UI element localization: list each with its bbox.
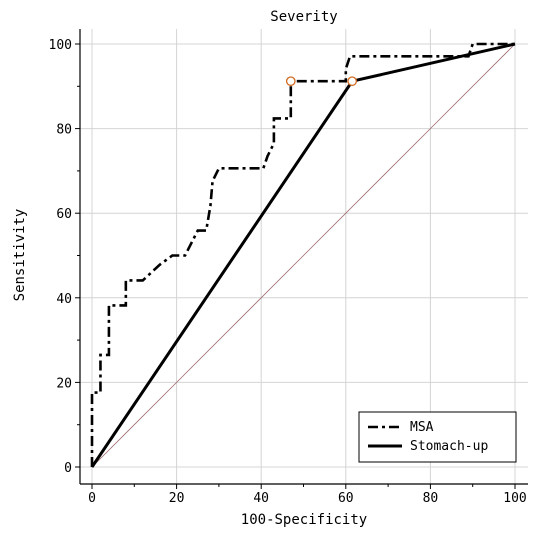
legend-label-stomach-up: Stomach-up bbox=[410, 439, 488, 454]
marker-layer bbox=[285, 76, 357, 87]
tick-labels: 0 20 40 60 80 100 0 20 40 60 80 100 bbox=[49, 38, 527, 506]
chart-title: Severity bbox=[270, 9, 337, 25]
axes bbox=[75, 29, 528, 489]
x-tick-label: 40 bbox=[253, 491, 269, 506]
y-tick-label: 40 bbox=[56, 292, 72, 307]
diagonal-line bbox=[91, 43, 516, 468]
x-tick-label: 0 bbox=[88, 491, 96, 506]
x-axis-label: 100-Specificity bbox=[241, 512, 367, 528]
x-tick-label: 80 bbox=[423, 491, 439, 506]
grid bbox=[80, 29, 528, 484]
legend: MSA Stomach-up bbox=[358, 411, 517, 463]
series-line-msa bbox=[90, 42, 515, 467]
cutoff-marker-msa bbox=[285, 76, 296, 87]
reference-line bbox=[91, 43, 516, 468]
legend-box bbox=[358, 411, 517, 463]
x-tick-label: 20 bbox=[169, 491, 185, 506]
x-tick-label: 60 bbox=[338, 491, 354, 506]
y-tick-label: 60 bbox=[56, 207, 72, 222]
x-tick-label: 100 bbox=[503, 491, 526, 506]
y-tick-label: 20 bbox=[56, 376, 72, 391]
y-tick-label: 100 bbox=[49, 38, 72, 53]
legend-label-msa: MSA bbox=[410, 420, 434, 435]
cutoff-marker-stomach-up bbox=[347, 76, 357, 87]
y-axis-label: Sensitivity bbox=[12, 209, 28, 302]
y-tick-label: 80 bbox=[56, 123, 72, 138]
y-tick-label: 0 bbox=[64, 461, 72, 476]
